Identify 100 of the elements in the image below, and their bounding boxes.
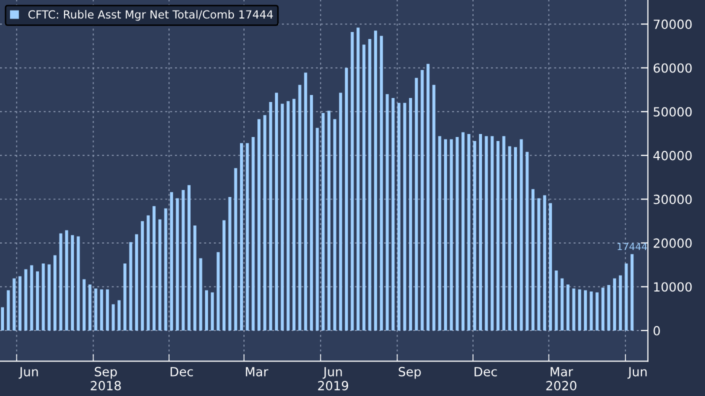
y-tick-label: 40000 <box>653 150 692 160</box>
bar <box>70 235 74 331</box>
legend-label: CFTC: Ruble Asst Mgr Net Total/Comb 17444 <box>28 10 273 21</box>
bar <box>292 98 296 331</box>
bar <box>30 265 34 331</box>
bar <box>572 288 576 331</box>
bar <box>140 221 144 331</box>
x-tick-label: Jun 2019 <box>318 367 348 390</box>
bar <box>537 198 540 331</box>
bar <box>280 104 284 331</box>
bar <box>199 258 202 331</box>
bar <box>333 119 336 331</box>
x-tick-label: Dec <box>474 367 497 376</box>
x-tick-label: Mar 2020 <box>546 367 576 390</box>
bar <box>246 143 249 331</box>
y-tick-label: 20000 <box>654 238 692 248</box>
bar <box>146 215 150 331</box>
bar <box>566 284 570 331</box>
bar <box>210 292 214 331</box>
bar <box>596 292 599 331</box>
bar <box>274 92 278 331</box>
bar <box>403 102 406 331</box>
bar <box>584 290 587 331</box>
x-tick-label: Jun <box>627 367 647 379</box>
bar <box>618 275 622 331</box>
bar <box>36 271 39 331</box>
bar <box>263 115 266 331</box>
bar <box>59 233 62 331</box>
y-tick-label: 30000 <box>654 194 692 204</box>
bar <box>548 203 552 331</box>
bar <box>630 254 634 331</box>
bar <box>414 78 418 331</box>
bar <box>392 98 395 331</box>
bar <box>106 289 109 331</box>
bar <box>450 139 453 331</box>
x-tick-label: Jun <box>18 367 38 379</box>
x-tick-label: Dec <box>170 367 193 376</box>
data-label: 17444 <box>618 242 647 250</box>
bar <box>234 168 238 331</box>
bar <box>129 242 132 331</box>
bar <box>420 70 424 331</box>
bar <box>94 288 98 331</box>
bar <box>520 139 523 331</box>
bar <box>228 196 232 331</box>
bar <box>467 134 470 331</box>
bar <box>12 278 16 331</box>
bar <box>327 110 330 331</box>
x-tick-label: Sep <box>398 366 421 379</box>
bar <box>118 300 121 331</box>
bar <box>322 112 325 331</box>
bar <box>409 98 412 331</box>
bar <box>444 139 448 331</box>
bar <box>590 292 593 331</box>
bar <box>222 220 226 331</box>
bar <box>286 101 290 331</box>
bar <box>188 185 191 331</box>
bar <box>193 225 196 331</box>
bar <box>374 30 378 331</box>
bar <box>426 64 430 331</box>
y-tick-label: 0 <box>654 326 660 336</box>
bar <box>607 284 610 331</box>
bar <box>386 94 389 331</box>
bar <box>362 44 366 331</box>
bar <box>100 289 104 331</box>
bar <box>298 84 302 331</box>
x-tick-label: Mar <box>246 367 268 376</box>
bar <box>380 36 383 331</box>
bar <box>257 119 260 331</box>
bar <box>176 198 179 331</box>
bar <box>123 264 126 331</box>
bar <box>24 269 28 331</box>
bar <box>484 136 488 331</box>
bar <box>502 136 506 331</box>
bar <box>344 68 348 331</box>
bar <box>578 289 582 331</box>
x-tick-label: Sep 2018 <box>90 366 121 390</box>
bar <box>438 136 442 331</box>
bar <box>339 92 342 331</box>
bar <box>526 152 529 331</box>
y-tick-label: 10000 <box>654 282 692 292</box>
bar <box>508 146 512 331</box>
bar <box>543 195 546 331</box>
bar <box>240 143 243 331</box>
bar <box>432 84 436 331</box>
bar <box>514 147 517 331</box>
bar <box>170 192 174 331</box>
bar <box>152 206 156 331</box>
bar <box>112 304 115 331</box>
bar <box>350 32 354 331</box>
bar <box>397 102 400 331</box>
bar <box>42 264 45 331</box>
bar <box>473 140 476 331</box>
bar <box>76 236 80 331</box>
bar <box>53 255 56 331</box>
bar <box>48 264 51 331</box>
y-tick-label: 70000 <box>654 20 692 30</box>
bar <box>158 219 162 331</box>
bar <box>135 234 138 331</box>
y-tick-label: 50000 <box>654 107 692 117</box>
bar <box>356 28 360 331</box>
